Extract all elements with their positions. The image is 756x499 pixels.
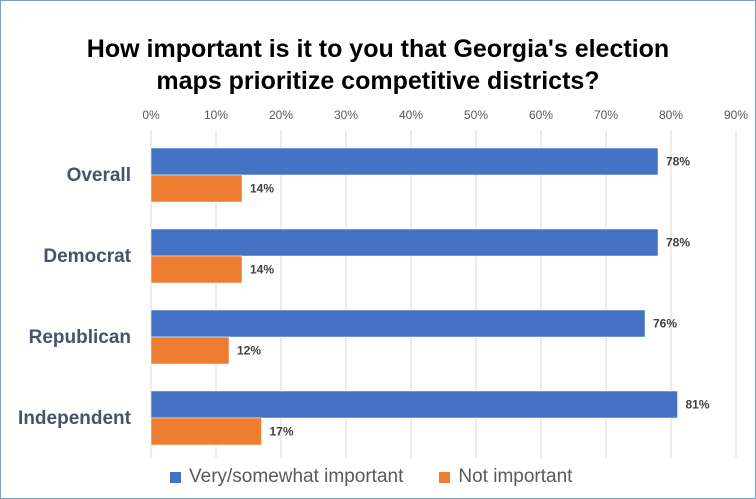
data-label: 78% xyxy=(666,236,690,250)
x-tick-label: 80% xyxy=(659,108,683,122)
legend-item-very-somewhat-important: Very/somewhat important xyxy=(170,466,403,488)
category-label: Independent xyxy=(18,408,132,429)
x-tick-label: 20% xyxy=(269,108,293,122)
legend-item-not-important: Not important xyxy=(439,466,572,488)
data-label: 12% xyxy=(237,344,261,358)
bar-not-important xyxy=(150,174,243,203)
data-label: 17% xyxy=(270,425,294,439)
bar-very-somewhat-important xyxy=(150,390,678,419)
data-label: 78% xyxy=(666,155,690,169)
bar-not-important xyxy=(150,255,243,284)
chart-title: How important is it to you that Georgia'… xyxy=(40,33,716,97)
bar-very-somewhat-important xyxy=(150,228,659,257)
legend-label: Not important xyxy=(458,466,573,487)
bar-very-somewhat-important xyxy=(150,147,659,176)
x-tick-label: 70% xyxy=(594,108,618,122)
legend: Very/somewhat important Not important xyxy=(170,466,608,488)
legend-label: Very/somewhat important xyxy=(189,466,404,487)
data-label: 14% xyxy=(250,263,274,277)
data-label: 76% xyxy=(653,317,677,331)
x-tick-label: 50% xyxy=(464,108,488,122)
bar-very-somewhat-important xyxy=(150,309,646,338)
bar-not-important xyxy=(150,417,262,446)
category-label: Democrat xyxy=(43,246,131,267)
chart-title-line-1: How important is it to you that Georgia'… xyxy=(86,35,670,63)
chart-title-line-2: maps prioritize competitive districts? xyxy=(156,67,600,95)
category-label: Overall xyxy=(67,165,131,186)
category-label: Republican xyxy=(29,327,131,348)
legend-swatch-blue xyxy=(170,471,181,483)
x-tick-label: 10% xyxy=(204,108,228,122)
data-label: 81% xyxy=(686,398,710,412)
x-tick-label: 90% xyxy=(724,108,748,122)
x-tick-label: 30% xyxy=(334,108,358,122)
data-label: 14% xyxy=(250,182,274,196)
bar-not-important xyxy=(150,336,230,365)
legend-swatch-orange xyxy=(439,471,451,483)
x-tick-label: 40% xyxy=(399,108,423,122)
x-tick-label: 0% xyxy=(142,108,160,122)
x-tick-label: 60% xyxy=(529,108,553,122)
